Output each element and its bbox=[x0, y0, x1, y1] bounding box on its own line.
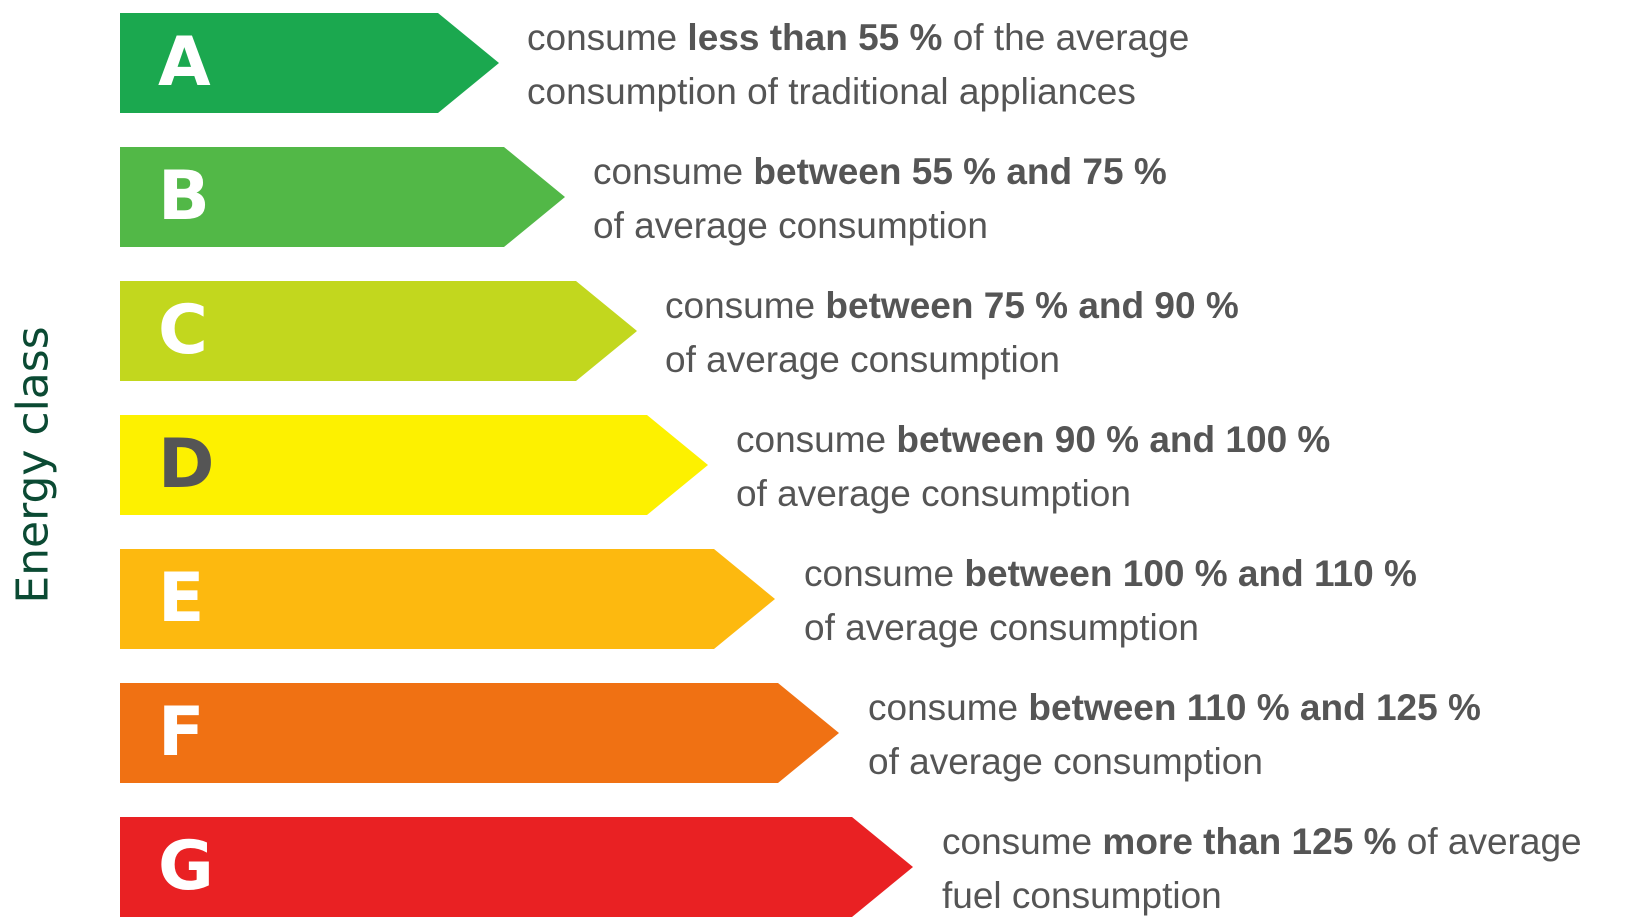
energy-desc-c-pre: consume bbox=[665, 285, 826, 326]
energy-desc-a-line1: consume less than 55 % of the average bbox=[527, 11, 1189, 65]
energy-desc-c: consume between 75 % and 90 % of average… bbox=[665, 279, 1239, 387]
energy-desc-b-line1: consume between 55 % and 75 % bbox=[593, 145, 1167, 199]
energy-arrow-c-shape bbox=[120, 281, 637, 381]
energy-class-row-c: C consume between 75 % and 90 % of avera… bbox=[0, 281, 1628, 385]
energy-desc-e: consume between 100 % and 110 % of avera… bbox=[804, 547, 1417, 655]
energy-desc-f-line1: consume between 110 % and 125 % bbox=[868, 681, 1481, 735]
energy-desc-a-pre: consume bbox=[527, 17, 688, 58]
energy-arrow-d bbox=[120, 415, 708, 515]
energy-desc-a-line2: consumption of traditional appliances bbox=[527, 71, 1136, 112]
energy-desc-b-line2: of average consumption bbox=[593, 205, 988, 246]
energy-desc-d-bold: between 90 % and 100 % bbox=[896, 419, 1331, 460]
energy-arrow-d-shape bbox=[120, 415, 708, 515]
energy-class-row-e: E consume between 100 % and 110 % of ave… bbox=[0, 549, 1628, 653]
energy-desc-c-bold: between 75 % and 90 % bbox=[825, 285, 1239, 326]
energy-desc-a: consume less than 55 % of the average co… bbox=[527, 11, 1189, 119]
energy-desc-g-post: of average bbox=[1396, 821, 1582, 862]
energy-desc-g-bold: more than 125 % bbox=[1102, 821, 1397, 862]
energy-letter-b: B bbox=[158, 157, 210, 236]
energy-desc-e-line2: of average consumption bbox=[804, 607, 1199, 648]
energy-desc-b: consume between 55 % and 75 % of average… bbox=[593, 145, 1167, 253]
energy-arrow-b bbox=[120, 147, 565, 247]
energy-letter-c: C bbox=[158, 291, 208, 370]
energy-desc-e-pre: consume bbox=[804, 553, 965, 594]
energy-desc-f-pre: consume bbox=[868, 687, 1029, 728]
energy-desc-c-line2: of average consumption bbox=[665, 339, 1060, 380]
energy-arrow-a bbox=[120, 13, 499, 113]
energy-arrow-g-shape bbox=[120, 817, 913, 917]
energy-arrow-e bbox=[120, 549, 775, 649]
energy-desc-d-pre: consume bbox=[736, 419, 897, 460]
energy-desc-f-bold: between 110 % and 125 % bbox=[1028, 687, 1481, 728]
energy-letter-a: A bbox=[158, 23, 211, 102]
energy-letter-e: E bbox=[158, 559, 205, 638]
energy-arrow-e-shape bbox=[120, 549, 775, 649]
energy-arrow-c bbox=[120, 281, 637, 381]
energy-arrow-f bbox=[120, 683, 839, 783]
energy-desc-f-line2: of average consumption bbox=[868, 741, 1263, 782]
energy-desc-g-line2: fuel consumption bbox=[942, 875, 1222, 916]
energy-desc-d: consume between 90 % and 100 % of averag… bbox=[736, 413, 1330, 521]
energy-class-row-d: D consume between 90 % and 100 % of aver… bbox=[0, 415, 1628, 519]
energy-desc-f: consume between 110 % and 125 % of avera… bbox=[868, 681, 1481, 789]
energy-desc-g: consume more than 125 % of average fuel … bbox=[942, 815, 1582, 923]
energy-desc-a-post: of the average bbox=[942, 17, 1190, 58]
energy-desc-d-line1: consume between 90 % and 100 % bbox=[736, 413, 1330, 467]
energy-desc-g-pre: consume bbox=[942, 821, 1103, 862]
energy-arrow-a-shape bbox=[120, 13, 499, 113]
energy-desc-e-bold: between 100 % and 110 % bbox=[964, 553, 1417, 594]
energy-desc-b-bold: between 55 % and 75 % bbox=[753, 151, 1167, 192]
energy-letter-f: F bbox=[158, 693, 205, 772]
energy-class-row-f: F consume between 110 % and 125 % of ave… bbox=[0, 683, 1628, 787]
energy-desc-e-line1: consume between 100 % and 110 % bbox=[804, 547, 1417, 601]
energy-class-row-g: G consume more than 125 % of average fue… bbox=[0, 817, 1628, 921]
energy-arrow-f-shape bbox=[120, 683, 839, 783]
energy-letter-g: G bbox=[158, 827, 214, 906]
energy-letter-d: D bbox=[158, 425, 215, 504]
energy-arrow-b-shape bbox=[120, 147, 565, 247]
energy-desc-c-line1: consume between 75 % and 90 % bbox=[665, 279, 1239, 333]
energy-desc-a-bold: less than 55 % bbox=[687, 17, 943, 58]
energy-desc-d-line2: of average consumption bbox=[736, 473, 1131, 514]
energy-class-row-b: B consume between 55 % and 75 % of avera… bbox=[0, 147, 1628, 251]
energy-class-row-a: A consume less than 55 % of the average … bbox=[0, 13, 1628, 117]
energy-arrow-g bbox=[120, 817, 913, 917]
energy-desc-b-pre: consume bbox=[593, 151, 754, 192]
energy-desc-g-line1: consume more than 125 % of average bbox=[942, 815, 1582, 869]
